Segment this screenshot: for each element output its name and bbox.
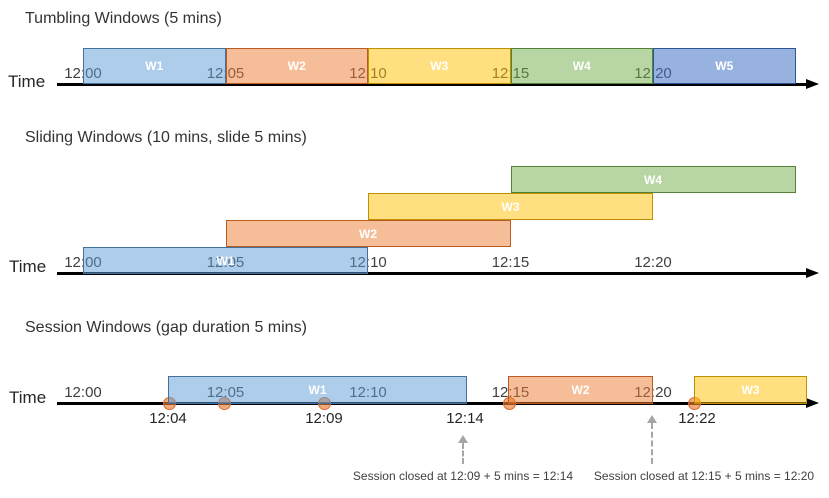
sliding-tick-1215: 12:15: [491, 254, 530, 271]
session-closed-annotation-1: Session closed at 12:09 + 5 mins = 12:14: [352, 469, 574, 483]
sliding-section-title: Sliding Windows (10 mins, slide 5 mins): [25, 129, 307, 146]
session-close-arrow-2: [651, 423, 653, 464]
session-window-w3: W3: [694, 376, 807, 404]
sliding-time-axis-label: Time: [9, 257, 47, 276]
sliding-window-w3: W3: [368, 193, 653, 220]
sliding-window-w4: W4: [510, 166, 796, 193]
event-label-1222: 12:22: [678, 410, 716, 427]
sliding-window-w1: W1: [83, 247, 368, 274]
tumbling-window-w2: W2: [225, 48, 368, 84]
tumbling-window-w5-label: W5: [715, 59, 734, 73]
session-window-w1-label: W1: [308, 383, 327, 397]
sliding-timeline: [57, 271, 808, 275]
session-tick-1200: 12:00: [64, 384, 102, 401]
tumbling-window-w3-label: W3: [430, 59, 449, 73]
sliding-window-w3-label: W3: [501, 199, 520, 214]
sliding-window-w4-label: W4: [644, 172, 662, 187]
tumbling-window-w2-label: W2: [287, 59, 306, 73]
tumbling-window-w5: W5: [653, 48, 796, 84]
session-window-w1: W1: [168, 376, 467, 404]
tumbling-window-w1-label: W1: [145, 59, 164, 73]
session-window-w2: W2: [508, 376, 653, 404]
sliding-timeline-arrowhead-icon: [806, 267, 819, 278]
tumbling-window-w4: W4: [510, 48, 653, 84]
session-window-w3-label: W3: [741, 383, 760, 397]
tumbling-window-w1: W1: [83, 48, 226, 84]
sliding-tick-1220: 12:20: [634, 254, 672, 271]
session-section-title: Session Windows (gap duration 5 mins): [25, 319, 307, 336]
tumbling-time-axis-label: Time: [8, 72, 46, 91]
session-close-arrow-1: [462, 443, 464, 464]
tumbling-timeline-arrowhead-icon: [806, 78, 819, 89]
sliding-window-w2-label: W2: [359, 226, 377, 241]
session-close-arrow-1-head-icon: [458, 435, 468, 443]
session-closed-annotation-2: Session closed at 12:15 + 5 mins = 12:20: [593, 469, 815, 483]
event-label-1214: 12:14: [446, 410, 484, 427]
event-label-1204: 12:04: [149, 410, 187, 427]
session-timeline-arrowhead-icon: [806, 397, 819, 408]
session-window-w2-label: W2: [571, 383, 590, 397]
tumbling-window-w3: W3: [368, 48, 511, 84]
sliding-window-w1-label: W1: [216, 253, 235, 268]
event-label-1209: 12:09: [305, 410, 343, 427]
tumbling-section-title: Tumbling Windows (5 mins): [25, 10, 222, 27]
tumbling-timeline: [57, 82, 808, 86]
sliding-window-w2: W2: [225, 220, 511, 247]
tumbling-window-w4-label: W4: [572, 59, 591, 73]
session-close-arrow-2-head-icon: [647, 415, 657, 423]
session-time-axis-label: Time: [9, 388, 47, 407]
